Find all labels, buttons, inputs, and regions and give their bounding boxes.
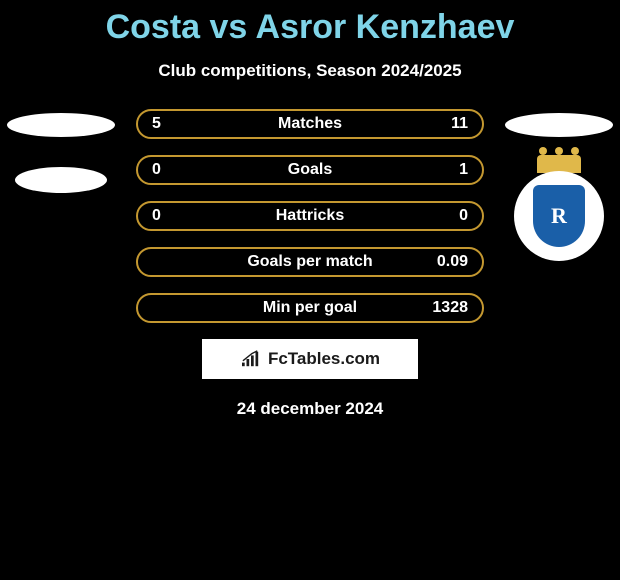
stats-container: 5 Matches 11 0 Goals 1 0 Hattricks 0 Goa… bbox=[136, 109, 484, 323]
stat-row-goals-per-match: Goals per match 0.09 bbox=[136, 247, 484, 277]
left-player-badges bbox=[6, 109, 116, 213]
player-badge-placeholder bbox=[505, 113, 613, 137]
stat-row-min-per-goal: Min per goal 1328 bbox=[136, 293, 484, 323]
stat-label: Goals per match bbox=[212, 253, 408, 271]
date-text: 24 december 2024 bbox=[0, 399, 620, 419]
stat-row-hattricks: 0 Hattricks 0 bbox=[136, 201, 484, 231]
crest-shield: R bbox=[533, 185, 585, 247]
right-player-badges: R bbox=[504, 109, 614, 261]
stat-row-matches: 5 Matches 11 bbox=[136, 109, 484, 139]
crest-circle: R bbox=[514, 171, 604, 261]
player-badge-placeholder bbox=[7, 113, 115, 137]
brand-box[interactable]: FcTables.com bbox=[202, 339, 418, 379]
stat-right-value: 1 bbox=[408, 161, 468, 179]
stat-row-goals: 0 Goals 1 bbox=[136, 155, 484, 185]
stat-right-value: 0 bbox=[408, 207, 468, 225]
brand-text: FcTables.com bbox=[268, 349, 380, 369]
chart-icon bbox=[240, 350, 262, 368]
club-crest: R bbox=[509, 161, 609, 261]
stat-left-value: 0 bbox=[152, 207, 212, 225]
stat-right-value: 11 bbox=[408, 115, 468, 133]
page-title: Costa vs Asror Kenzhaev bbox=[0, 0, 620, 47]
subtitle: Club competitions, Season 2024/2025 bbox=[0, 61, 620, 81]
stat-label: Matches bbox=[212, 115, 408, 133]
stat-right-value: 1328 bbox=[408, 299, 468, 317]
stat-right-value: 0.09 bbox=[408, 253, 468, 271]
stat-label: Min per goal bbox=[212, 299, 408, 317]
stat-left-value: 5 bbox=[152, 115, 212, 133]
club-badge-placeholder bbox=[15, 167, 107, 193]
content-area: R 5 Matches 11 0 Goals 1 0 Hattricks 0 G… bbox=[0, 109, 620, 323]
stat-label: Goals bbox=[212, 161, 408, 179]
stat-label: Hattricks bbox=[212, 207, 408, 225]
stat-left-value: 0 bbox=[152, 161, 212, 179]
